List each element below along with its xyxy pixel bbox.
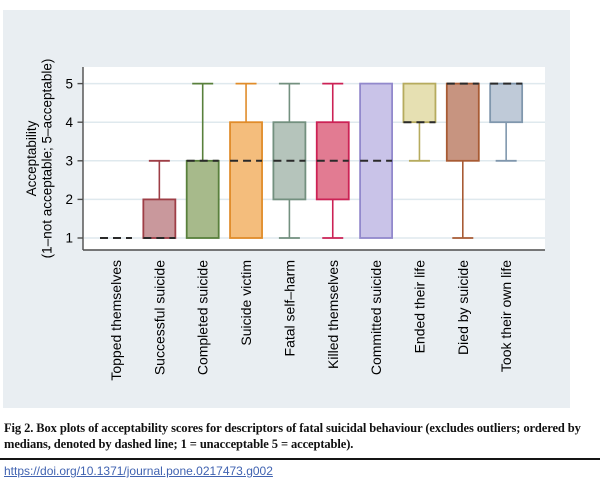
x-category-labels: Topped themselves Successful suicide Compl…	[108, 260, 514, 381]
box-committed-suicide	[359, 82, 394, 239]
box-ended-their-life	[402, 82, 437, 162]
svg-text:5: 5	[65, 76, 73, 91]
box-successful-suicide	[142, 159, 177, 239]
x-label-fatal-self-harm: Fatal self–harm	[281, 260, 297, 356]
y-axis-label: Acceptability (1–not acceptable; 5–accept…	[24, 59, 55, 259]
svg-text:4: 4	[65, 115, 73, 130]
svg-text:3: 3	[65, 154, 73, 169]
x-label-topped-themselves: Topped themselves	[108, 260, 124, 381]
x-label-completed-suicide: Completed suicide	[195, 260, 211, 375]
x-label-took-their-own-life: Took their own life	[498, 260, 514, 372]
axes	[82, 67, 545, 251]
x-label-ended-their-life: Ended their life	[411, 260, 427, 354]
box-suicide-victim	[229, 82, 263, 239]
x-label-died-by-suicide: Died by suicide	[455, 260, 471, 355]
box-fatal-self-harm	[272, 82, 307, 239]
boxplot-chart: 1 2 3 4 5 Acceptability (1–not acceptable; 5–a…	[24, 59, 545, 381]
svg-text:Acceptability: Acceptability	[24, 120, 39, 196]
box-killed-themselves	[315, 82, 350, 239]
boxes	[100, 82, 524, 239]
svg-text:(1–not acceptable; 5–acceptabl: (1–not acceptable; 5–acceptable)	[40, 59, 55, 259]
y-tick-labels: 1 2 3 4 5	[65, 76, 83, 246]
box-died-by-suicide	[445, 82, 480, 239]
svg-text:2: 2	[65, 192, 73, 207]
figure-panel: 1 2 3 4 5 Acceptability (1–not acceptable; 5–a…	[3, 10, 570, 408]
figure-caption-block: Fig 2. Box plots of acceptability scores…	[0, 420, 600, 460]
doi-link[interactable]: https://doi.org/10.1371/journal.pone.021…	[4, 464, 273, 478]
x-label-killed-themselves: Killed themselves	[325, 260, 341, 369]
x-label-successful-suicide: Successful suicide	[151, 260, 167, 375]
svg-text:1: 1	[65, 231, 73, 246]
x-label-committed-suicide: Committed suicide	[368, 260, 384, 375]
x-label-suicide-victim: Suicide victim	[238, 260, 254, 346]
figure-caption: Fig 2. Box plots of acceptability scores…	[4, 421, 581, 452]
box-completed-suicide	[185, 82, 220, 239]
box-took-their-own-life	[489, 82, 524, 162]
